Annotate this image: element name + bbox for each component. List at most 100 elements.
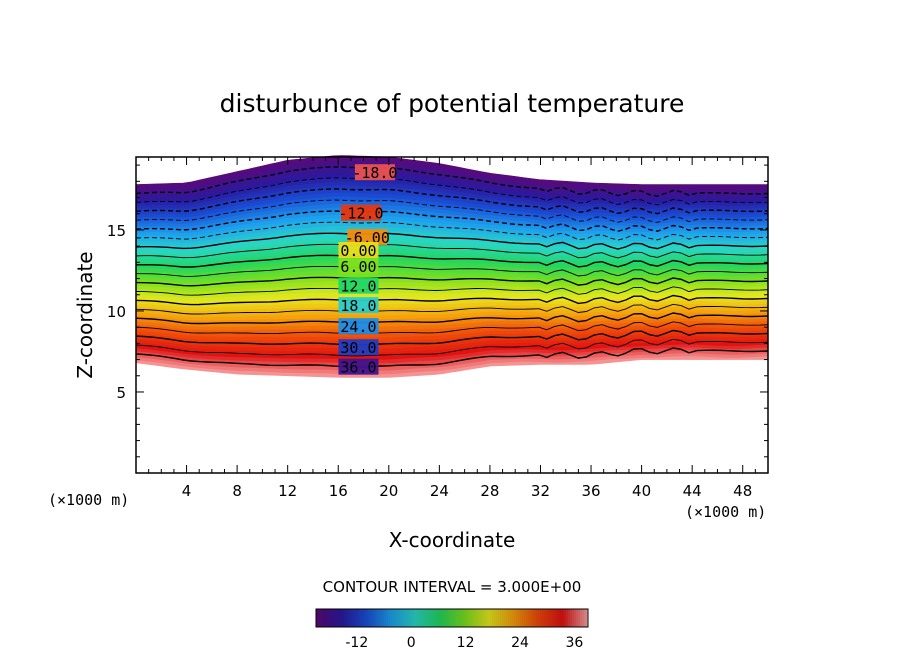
contour-label: 36.0 [340, 359, 376, 377]
colorbar-tick-labels: -12 0 12 24 36 [345, 635, 583, 651]
colorbar-cell [352, 609, 354, 627]
contour-label-bg [338, 358, 379, 375]
colorbar-tick-label: -12 [345, 635, 368, 651]
colorbar-cell [406, 609, 408, 627]
contour-line [135, 286, 769, 296]
x-unit-right: (×1000 m) [685, 503, 766, 521]
contour-line [135, 276, 769, 287]
contour-label-bg [338, 318, 379, 335]
contour-line [135, 232, 769, 250]
contour-label-bg [354, 164, 395, 181]
colorbar-cell [326, 609, 328, 627]
colorbar-cell [492, 609, 494, 627]
contour-interval-text: CONTOUR INTERVAL = 3.000E+00 [323, 578, 582, 596]
colorbar-cell [390, 609, 392, 627]
colorbar-cell [500, 609, 502, 627]
colorbar-cell [476, 609, 478, 627]
contour-line [135, 210, 769, 232]
x-axis-label: X-coordinate [389, 528, 516, 552]
colorbar-cell [386, 609, 388, 627]
contour-line [135, 221, 769, 241]
x-tick-label: 40 [632, 482, 651, 500]
colorbar-cell [488, 609, 490, 627]
y-tick-label: 5 [116, 384, 126, 402]
colorbar-cell [384, 609, 386, 627]
colorbar-cell [460, 609, 462, 627]
x-tick-label: 24 [430, 482, 449, 500]
colorbar-cell [328, 609, 330, 627]
y-tick-label: 10 [107, 303, 126, 321]
colorbar-cell [546, 609, 548, 627]
colorbar-cell [452, 609, 454, 627]
colorbar-cell [534, 609, 536, 627]
colorbar-cell [506, 609, 508, 627]
colorbar-cell [456, 609, 458, 627]
colorbar-cell [582, 609, 584, 627]
colorbar-cell [338, 609, 340, 627]
contour-label-bg [338, 241, 379, 258]
colorbar-cell [318, 609, 320, 627]
colorbar-cell [522, 609, 524, 627]
contour-line [135, 199, 769, 223]
colorbar-cell [490, 609, 492, 627]
contour-label: 12.0 [340, 278, 376, 296]
contour-label: 24.0 [340, 318, 376, 336]
colorbar-cell [494, 609, 496, 627]
colorbar-cell [380, 609, 382, 627]
colorbar-cell [366, 609, 368, 627]
colorbar-cell [396, 609, 398, 627]
x-tick-labels: 4 8 12 16 20 24 28 32 36 40 44 48 [182, 482, 752, 500]
colorbar-cell [376, 609, 378, 627]
colorbar-cell [526, 609, 528, 627]
colorbar-cell [440, 609, 442, 627]
contour-line [135, 166, 769, 197]
colorbar-cell [340, 609, 342, 627]
colorbar-cell [436, 609, 438, 627]
colorbar-cell [574, 609, 576, 627]
colorbar-cell [482, 609, 484, 627]
colorbar-cell [414, 609, 416, 627]
colorbar-cell [402, 609, 404, 627]
contour-label-bg [338, 297, 379, 314]
y-axis-label: Z-coordinate [73, 251, 97, 378]
colorbar-cell [420, 609, 422, 627]
chart-title: disturbunce of potential temperature [220, 89, 685, 118]
colorbar-cell [564, 609, 566, 627]
x-tick-label: 8 [232, 482, 242, 500]
colorbar-cell [468, 609, 470, 627]
colorbar-cell [484, 609, 486, 627]
contour-field [135, 155, 769, 378]
colorbar-cell [472, 609, 474, 627]
contour-label: 6.00 [340, 258, 376, 276]
x-tick-label: 44 [683, 482, 702, 500]
colorbar-cell [580, 609, 582, 627]
colorbar-cell [336, 609, 338, 627]
colorbar-cell [428, 609, 430, 627]
colorbar-cell [558, 609, 560, 627]
colorbar-cell [518, 609, 520, 627]
x-tick-label: 12 [278, 482, 297, 500]
colorbar-cell [430, 609, 432, 627]
colorbar-cell [320, 609, 322, 627]
colorbar-cell [348, 609, 350, 627]
colorbar-cell [548, 609, 550, 627]
colorbar-cell [464, 609, 466, 627]
colorbar-cell [512, 609, 514, 627]
colorbar-cell [448, 609, 450, 627]
contour-label-bg [338, 258, 379, 275]
colorbar-cell [486, 609, 488, 627]
axis-ticks [136, 157, 768, 473]
colorbar-cell [358, 609, 360, 627]
x-tick-label: 48 [733, 482, 752, 500]
colorbar-cell [364, 609, 366, 627]
colorbar-cell [324, 609, 326, 627]
contour-label: -18.0 [352, 164, 397, 182]
x-tick-label: 32 [531, 482, 550, 500]
colorbar-cell [354, 609, 356, 627]
x-tick-label: 4 [182, 482, 192, 500]
contour-line [135, 294, 769, 306]
colorbar-cell [566, 609, 568, 627]
contour-label: -12.0 [338, 205, 383, 223]
colorbar-cell [398, 609, 400, 627]
